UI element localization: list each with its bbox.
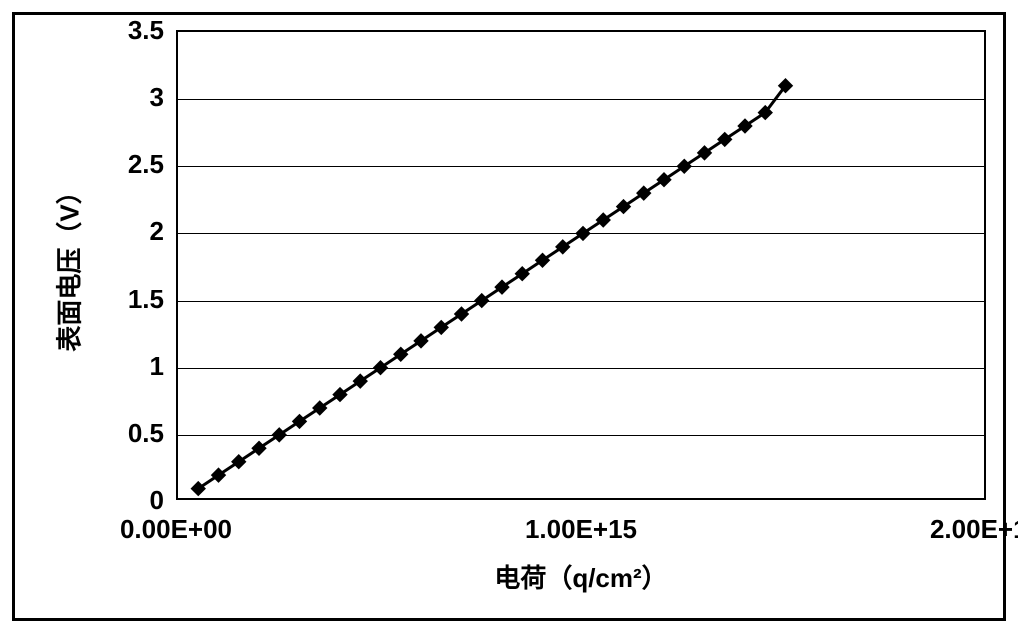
x-tick-label: 0.00E+00 bbox=[120, 514, 232, 545]
plot-area bbox=[176, 30, 986, 500]
gridline-h bbox=[178, 301, 984, 302]
y-tick-label: 3 bbox=[150, 82, 164, 113]
y-tick-label: 1 bbox=[150, 351, 164, 382]
y-tick-label: 2.5 bbox=[128, 149, 164, 180]
gridline-h bbox=[178, 435, 984, 436]
y-tick-label: 2 bbox=[150, 216, 164, 247]
y-tick-label: 3.5 bbox=[128, 15, 164, 46]
y-tick-label: 1.5 bbox=[128, 284, 164, 315]
y-tick-label: 0.5 bbox=[128, 418, 164, 449]
gridline-h bbox=[178, 99, 984, 100]
gridline-h bbox=[178, 233, 984, 234]
y-axis-title: 表面电压（V） bbox=[50, 178, 87, 351]
x-tick-label: 2.00E+15 bbox=[930, 514, 1018, 545]
x-tick-label: 1.00E+15 bbox=[525, 514, 637, 545]
gridline-h bbox=[178, 166, 984, 167]
series-line bbox=[198, 86, 785, 489]
gridline-h bbox=[178, 368, 984, 369]
data-layer bbox=[178, 32, 988, 502]
y-tick-label: 0 bbox=[150, 485, 164, 516]
x-axis-title: 电荷（q/cm²） bbox=[494, 558, 667, 595]
